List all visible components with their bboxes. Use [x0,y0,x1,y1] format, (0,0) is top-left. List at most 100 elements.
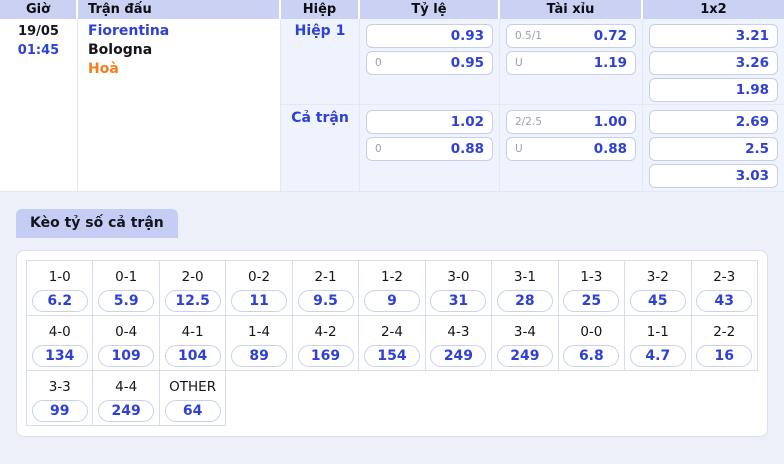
odds-value: 0.88 [450,141,484,157]
score-cell: 0-2 11 [226,261,293,316]
score-cell: 3-2 45 [625,261,692,316]
score-odds-button[interactable]: 11 [231,290,288,312]
handicap-odds-box[interactable]: 1.02 [366,110,493,134]
score-odds-button[interactable]: 5.9 [98,290,155,312]
score-label: 4-2 [314,324,337,340]
col-header-time: Giờ [0,0,78,19]
score-odds-button[interactable]: 9 [363,290,420,312]
period-label-fulltime: Cả trận [281,104,360,191]
odds-value: 3.03 [735,168,769,184]
score-label: 3-1 [513,269,536,285]
score-odds-button[interactable]: 9.5 [297,290,354,312]
odds-value: 1.98 [735,82,769,98]
1x2-odds-box[interactable]: 3.03 [649,164,778,188]
over-under-line-label: 0.5/1 [515,30,542,42]
score-cell: 2-3 43 [691,261,758,316]
score-odds-button[interactable]: 109 [98,345,155,367]
away-team-label: Bologna [88,42,153,58]
handicap-odds-box[interactable]: 0.93 [366,24,493,48]
score-cell: 1-3 25 [558,261,626,316]
match-date: 19/05 [18,24,59,39]
score-label: 4-4 [115,379,138,395]
score-label: 2-4 [380,324,404,340]
handicap-line-label: 0 [375,57,382,69]
odds-value: 1.02 [450,114,484,130]
score-label: 3-4 [513,324,536,340]
match-time-cell: 19/05 01:45 [0,19,78,191]
match-odds-table: Giờ Trận đấu Hiệp Tỷ lệ Tài xỉu 1x2 19/0… [0,0,784,192]
score-odds-button[interactable]: 249 [430,345,487,367]
score-cell: 4-3 249 [425,316,493,371]
over-under-odds-box[interactable]: U 0.88 [506,137,636,161]
score-odds-button[interactable]: 4.7 [629,345,686,367]
over-under-odds-box[interactable]: 2/2.5 1.00 [506,110,636,134]
score-odds-button[interactable]: 64 [164,400,221,422]
handicap-odds-box[interactable]: 0 0.95 [366,51,493,75]
score-odds-button[interactable]: 104 [164,345,221,367]
score-cell: 0-4 109 [93,316,160,371]
score-odds-button[interactable]: 31 [430,290,487,312]
score-cell: 2-2 16 [691,316,758,371]
tab-correct-score-fulltime[interactable]: Kèo tỷ số cả trận [16,209,178,238]
score-cell: 1-4 89 [226,316,293,371]
col-header-match: Trận đấu [78,0,281,19]
over-under-odds-fulltime: 2/2.5 1.00 U 0.88 [500,104,643,191]
col-header-1x2: 1x2 [700,2,727,17]
score-label: OTHER [169,379,217,395]
score-cell: 4-1 104 [159,316,227,371]
odds-value: 3.26 [735,55,769,71]
col-header-handicap: Tỷ lệ [360,0,500,19]
home-team-link[interactable]: Fiorentina [88,23,170,39]
score-cell: OTHER 64 [159,371,227,426]
score-odds-button[interactable]: 25 [563,290,620,312]
draw-label: Hoà [88,61,119,77]
score-odds-button[interactable]: 12.5 [164,290,221,312]
score-cell: 1-0 6.2 [27,261,94,316]
score-label: 4-3 [447,324,470,340]
over-under-odds-box[interactable]: 0.5/1 0.72 [506,24,636,48]
correct-score-section: Kèo tỷ số cả trận 1-0 6.2 0-1 5.9 2-0 12.5 0-2… [0,192,784,437]
odds-value: 1.00 [593,114,627,130]
period-label-half1: Hiệp 1 [281,19,360,104]
score-odds-button[interactable]: 89 [231,345,288,367]
score-odds-button[interactable]: 154 [363,345,420,367]
odds-value: 0.72 [593,28,627,44]
1x2-odds-box[interactable]: 2.5 [649,137,778,161]
score-odds-button[interactable]: 249 [98,400,155,422]
score-cell: 3-1 28 [492,261,559,316]
score-label: 2-1 [314,269,337,285]
score-odds-button[interactable]: 45 [629,290,686,312]
score-odds-button[interactable]: 6.2 [31,290,88,312]
handicap-line-label: 0 [375,143,382,155]
over-under-odds-half1: 0.5/1 0.72 U 1.19 [500,19,643,104]
score-odds-button[interactable]: 169 [297,345,354,367]
score-cell: 3-4 249 [492,316,559,371]
over-under-odds-box[interactable]: U 1.19 [506,51,636,75]
1x2-odds-box[interactable]: 1.98 [649,78,778,102]
odds-table-header: Giờ Trận đấu Hiệp Tỷ lệ Tài xỉu 1x2 [0,0,784,19]
odds-value: 2.69 [735,114,769,130]
score-grid-empty-area [226,371,758,426]
score-cell: 2-0 12.5 [159,261,227,316]
score-label: 2-3 [713,269,736,285]
odds-value: 1.19 [593,55,627,71]
1x2-odds-box[interactable]: 2.69 [649,110,778,134]
1x2-odds-half1: 3.21 3.26 1.98 [643,19,784,104]
score-odds-button[interactable]: 28 [496,290,553,312]
over-under-line-label: U [515,57,523,69]
handicap-odds-box[interactable]: 0 0.88 [366,137,493,161]
score-label: 3-0 [447,269,470,285]
score-cell: 4-4 249 [93,371,160,426]
score-odds-button[interactable]: 249 [496,345,553,367]
1x2-odds-box[interactable]: 3.26 [649,51,778,75]
score-cell: 1-1 4.7 [625,316,692,371]
score-label: 4-0 [48,324,71,340]
score-label: 1-3 [580,269,603,285]
score-odds-button[interactable]: 99 [31,400,88,422]
score-odds-button[interactable]: 6.8 [563,345,620,367]
odds-table-body: 19/05 01:45 Fiorentina Bologna Hoà Hiệp … [0,19,784,191]
score-odds-button[interactable]: 16 [696,345,753,367]
score-odds-button[interactable]: 134 [31,345,88,367]
score-odds-button[interactable]: 43 [696,290,753,312]
1x2-odds-box[interactable]: 3.21 [649,24,778,48]
